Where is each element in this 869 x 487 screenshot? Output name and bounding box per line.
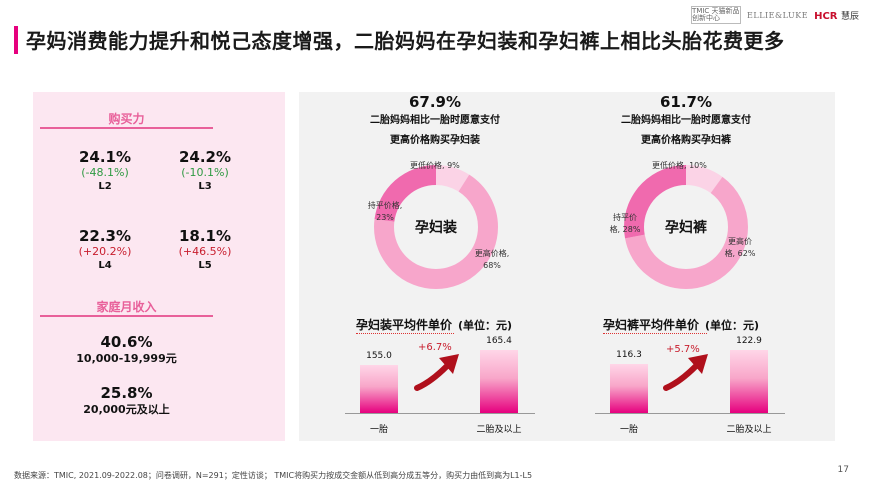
pants-flat-label-line1: 持平价 bbox=[613, 213, 637, 222]
clothes-high-label-line2: 68% bbox=[483, 261, 501, 270]
page-number: 17 bbox=[837, 465, 849, 475]
clothes-headline-block: 67.9% 二胎妈妈相比一胎时愿意支付 更高价格购买孕妇装 bbox=[345, 93, 525, 151]
hcr-logo-text: HCR bbox=[814, 10, 838, 22]
clothes-bar-value-label: 165.4 bbox=[486, 336, 512, 346]
pants-high-label: 更高价 格, 62% bbox=[720, 236, 760, 260]
clothes-segment-flat bbox=[374, 165, 498, 289]
logo-group: TMIC 天猫新品创新中心 ELLIE&LUKE HCR 慧辰 bbox=[691, 6, 859, 24]
purchasing-power-divider bbox=[40, 127, 213, 129]
clothes-growth-label: +6.7% bbox=[418, 342, 452, 353]
income-range: 20,000元及以上 bbox=[83, 403, 170, 416]
pants-headline-block: 61.7% 二胎妈妈相比一胎时愿意支付 更高价格购买孕妇裤 bbox=[596, 93, 776, 151]
clothes-flat-label-line1: 持平价格, bbox=[367, 201, 403, 210]
clothes-bar-title: 孕妇装平均件单价 (单位：元) bbox=[356, 316, 512, 333]
hcr-logo: HCR 慧辰 bbox=[814, 9, 859, 22]
income-range: 10,000-19,999元 bbox=[76, 352, 177, 365]
pants-donut-chart bbox=[624, 165, 748, 289]
clothes-bar-first bbox=[360, 365, 398, 413]
pants-bar-second bbox=[730, 350, 768, 413]
page-title: 孕妈消费能力提升和悦己态度增强，二胎妈妈在孕妇装和孕妇裤上相比头胎花费更多 bbox=[26, 29, 785, 53]
clothes-high-label: 更高价格, 68% bbox=[470, 248, 514, 272]
pants-headline-line1: 二胎妈妈相比一胎时愿意支付 bbox=[621, 115, 751, 126]
pants-donut-center-label: 孕妇裤 bbox=[665, 220, 707, 236]
source-footnote: 数据来源：TMIC, 2021.09-2022.08；问卷调研，N=291；定性… bbox=[14, 471, 533, 480]
clothes-headline-line2: 更高价格购买孕妇装 bbox=[390, 135, 480, 146]
clothes-bar-unit: (单位：元) bbox=[458, 319, 513, 332]
title-accent-bar bbox=[14, 26, 18, 54]
clothes-title-underline bbox=[356, 331, 454, 334]
income-bracket-2: 25.8% 20,000元及以上 bbox=[40, 384, 213, 417]
clothes-donut-chart bbox=[374, 165, 498, 289]
stat-level: L4 bbox=[98, 260, 112, 271]
household-income-title: 家庭月收入 bbox=[96, 300, 157, 314]
clothes-headline-line1: 二胎妈妈相比一胎时愿意支付 bbox=[370, 115, 500, 126]
pants-growth-arrow-icon bbox=[663, 354, 708, 391]
pants-headline-line2: 更高价格购买孕妇裤 bbox=[641, 135, 731, 146]
clothes-bar-second bbox=[480, 350, 518, 413]
pants-high-label-line1: 更高价 bbox=[728, 237, 752, 246]
clothes-bar-title-text: 孕妇装平均件单价 bbox=[356, 318, 453, 332]
clothes-high-label-line1: 更高价格, bbox=[474, 249, 510, 258]
pants-bar-first bbox=[610, 364, 648, 413]
household-income-divider bbox=[40, 315, 213, 317]
pants-bar-category-label: 二胎及以上 bbox=[726, 425, 772, 435]
stat-change: (+46.5%) bbox=[178, 245, 232, 258]
clothes-bar-baseline bbox=[345, 413, 535, 414]
clothes-donut-center-label: 孕妇装 bbox=[415, 220, 457, 236]
demographics-panel bbox=[33, 92, 285, 441]
pants-bar-title: 孕妇裤平均件单价 (单位：元) bbox=[603, 316, 759, 333]
stat-l3: 24.2% (-10.1%) L3 bbox=[170, 148, 240, 194]
pants-bar-value-label: 122.9 bbox=[736, 336, 762, 346]
pants-flat-label: 持平价 格, 28% bbox=[606, 212, 644, 236]
income-bracket-1: 40.6% 10,000-19,999元 bbox=[40, 333, 213, 366]
stat-pct: 24.2% bbox=[178, 148, 232, 166]
purchasing-power-title: 购买力 bbox=[108, 112, 145, 126]
stat-change: (-48.1%) bbox=[81, 166, 129, 179]
clothes-bar-category-label: 二胎及以上 bbox=[476, 425, 522, 435]
stat-pct: 22.3% bbox=[78, 227, 132, 245]
pants-segment-flat bbox=[624, 165, 748, 289]
pants-segment-high bbox=[624, 165, 748, 289]
clothes-flat-label-line2: 23% bbox=[376, 213, 394, 222]
clothes-bar-value-label: 155.0 bbox=[366, 351, 392, 361]
pants-bar-baseline bbox=[595, 413, 785, 414]
clothes-headline-pct: 67.9% bbox=[408, 93, 462, 111]
stat-l4: 22.3% (+20.2%) L4 bbox=[70, 227, 140, 273]
pants-growth-label: +5.7% bbox=[666, 344, 700, 355]
income-pct: 25.8% bbox=[100, 384, 153, 402]
pants-title-underline bbox=[603, 331, 707, 334]
clothes-flat-label: 持平价格, 23% bbox=[360, 200, 410, 224]
clothes-lower-label: 更低价格, 9% bbox=[410, 161, 460, 170]
stat-level: L5 bbox=[198, 260, 212, 271]
clothes-bar-category-label: 一胎 bbox=[369, 425, 388, 435]
stat-change: (+20.2%) bbox=[78, 245, 132, 258]
stat-l5: 18.1% (+46.5%) L5 bbox=[170, 227, 240, 273]
clothes-segment-high bbox=[374, 165, 498, 289]
stat-pct: 18.1% bbox=[178, 227, 232, 245]
hcr-logo-cn: 慧辰 bbox=[840, 11, 859, 22]
ellie-luke-logo: ELLIE&LUKE bbox=[747, 10, 809, 20]
income-pct: 40.6% bbox=[100, 333, 153, 351]
stat-pct: 24.1% bbox=[78, 148, 132, 166]
stat-change: (-10.1%) bbox=[181, 166, 229, 179]
tmic-logo: TMIC 天猫新品创新中心 bbox=[691, 6, 742, 24]
clothes-growth-arrow-icon bbox=[414, 354, 459, 391]
stat-level: L2 bbox=[98, 181, 112, 192]
pants-bar-category-label: 一胎 bbox=[619, 425, 638, 435]
pants-lower-label: 更低价格, 10% bbox=[652, 161, 707, 170]
pants-high-label-line2: 格, 62% bbox=[724, 249, 756, 258]
pants-headline-pct: 61.7% bbox=[659, 93, 713, 111]
stat-l2: 24.1% (-48.1%) L2 bbox=[70, 148, 140, 194]
pants-bar-unit: (单位：元) bbox=[705, 319, 760, 332]
pants-flat-label-line2: 格, 28% bbox=[609, 225, 641, 234]
stat-level: L3 bbox=[198, 181, 212, 192]
pants-bar-title-text: 孕妇裤平均件单价 bbox=[603, 318, 700, 332]
pants-bar-value-label: 116.3 bbox=[616, 350, 642, 360]
